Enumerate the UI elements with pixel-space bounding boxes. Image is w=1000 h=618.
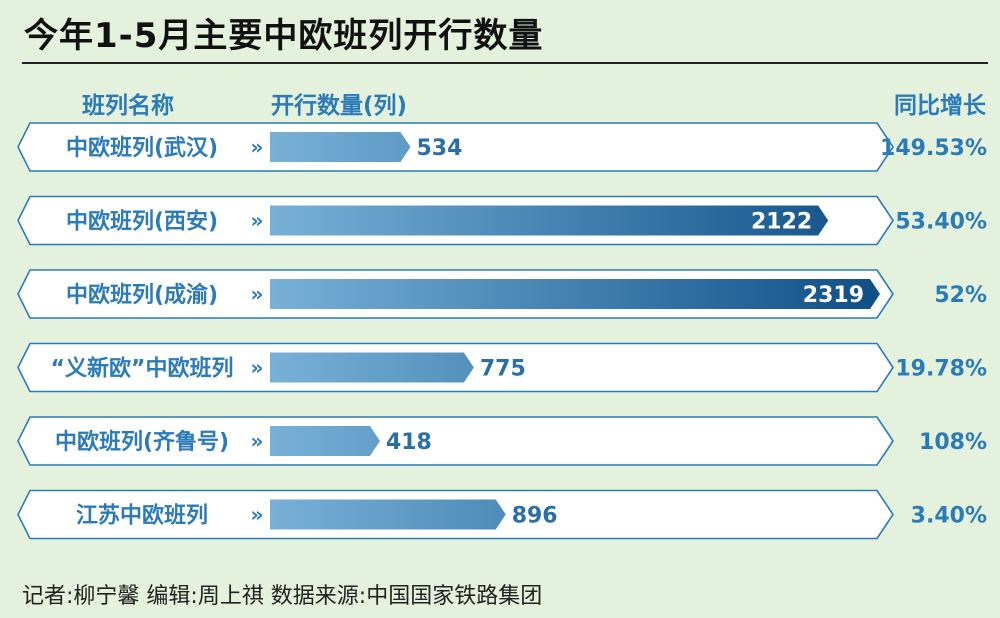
value-label: 418	[386, 430, 432, 455]
category-label: 中欧班列(齐鲁号)	[55, 429, 229, 455]
growth-label: 19.78%	[895, 357, 987, 382]
title-divider	[22, 62, 988, 64]
header-name: 班列名称	[82, 93, 174, 119]
chevron-icon: »	[251, 503, 264, 527]
row-frame	[17, 122, 894, 172]
bar	[270, 205, 829, 236]
value-label: 896	[512, 504, 558, 529]
category-label: 江苏中欧班列	[76, 503, 208, 529]
header-growth: 同比增长	[894, 93, 986, 119]
bar	[270, 132, 411, 162]
value-label: 2319	[803, 283, 864, 308]
bar	[270, 499, 506, 530]
category-label: “义新欧”中欧班列	[51, 356, 234, 382]
chevron-icon: »	[251, 282, 264, 306]
bar	[270, 352, 474, 383]
bar	[270, 426, 380, 456]
growth-label: 149.53%	[880, 136, 987, 161]
footer-credits: 记者:柳宁馨 编辑:周上祺 数据来源:中国国家铁路集团	[22, 584, 543, 609]
growth-label: 3.40%	[911, 504, 987, 529]
growth-label: 53.40%	[895, 210, 987, 235]
value-label: 775	[480, 357, 526, 382]
value-label: 2122	[751, 210, 812, 235]
category-label: 中欧班列(西安)	[66, 209, 218, 235]
chart-title: 今年1-5月主要中欧班列开行数量	[24, 16, 544, 56]
chevron-icon: »	[251, 429, 264, 453]
chevron-icon: »	[251, 135, 264, 159]
growth-label: 52%	[934, 283, 987, 308]
row-frame	[17, 416, 894, 466]
value-label: 534	[416, 136, 462, 161]
category-label: 中欧班列(成渝)	[66, 282, 218, 308]
chevron-icon: »	[251, 209, 264, 233]
chevron-icon: »	[251, 356, 264, 380]
header-count: 开行数量(列)	[271, 93, 408, 119]
category-label: 中欧班列(武汉)	[66, 135, 218, 161]
bar	[270, 279, 880, 309]
growth-label: 108%	[919, 430, 987, 455]
